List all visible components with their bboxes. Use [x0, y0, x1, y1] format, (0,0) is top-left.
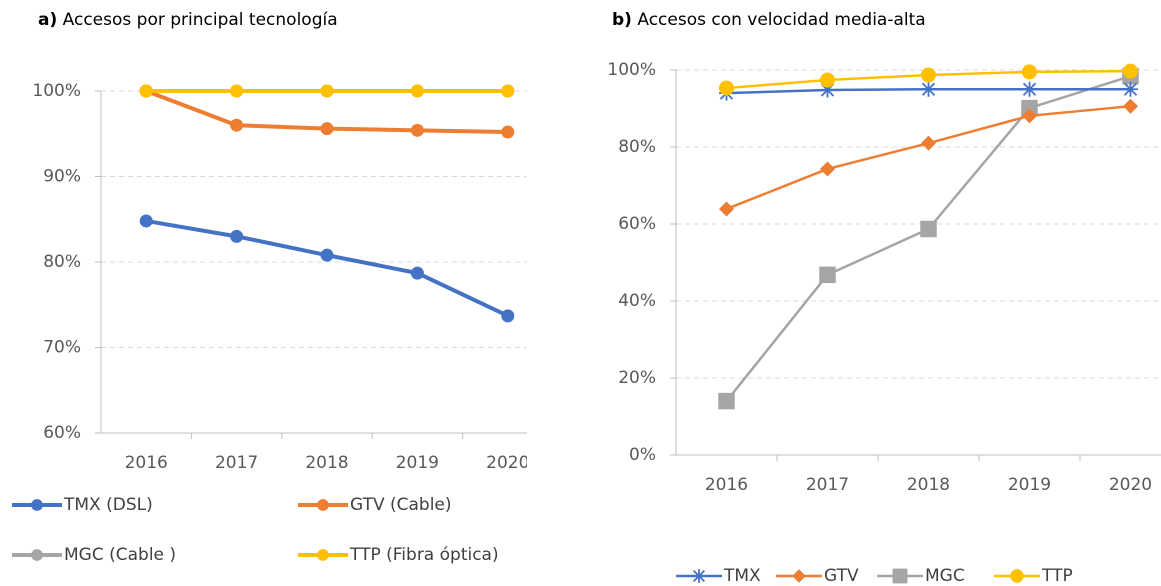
chart-title: a) Accesos por principal tecnología	[38, 10, 338, 30]
marker	[692, 569, 706, 583]
marker	[31, 549, 43, 561]
panel-label: b)	[612, 10, 632, 30]
x-tick-label: 2020	[1109, 475, 1152, 495]
y-tick-label: 80%	[618, 137, 656, 157]
legend-label: TTP	[1041, 566, 1073, 586]
series-line	[145, 218, 509, 318]
marker	[820, 161, 835, 177]
marker	[719, 80, 734, 96]
y-tick-label: 0%	[629, 445, 656, 465]
x-tick-label: 2016	[125, 453, 168, 473]
marker	[230, 118, 244, 132]
chart-title: b) Accesos con velocidad media-alta	[612, 10, 926, 30]
marker	[31, 499, 43, 511]
x-tick-label: 2019	[396, 453, 439, 473]
y-tick-label: 100%	[32, 81, 81, 101]
marker	[1123, 63, 1138, 79]
legend-label: TMX (DSL)	[63, 495, 153, 515]
marker	[920, 220, 937, 238]
legend-label: GTV (Cable)	[350, 495, 452, 515]
marker	[820, 82, 835, 98]
plot-b: 0% 20% 40% 60% 80% 100% 2016 2017 2018 2019 2020	[607, 60, 1161, 495]
y-tick-label: 100%	[607, 60, 656, 80]
marker	[501, 84, 515, 98]
marker	[139, 84, 153, 98]
y-tick-label: 90%	[43, 167, 81, 187]
marker	[921, 67, 936, 83]
title-text: Accesos con velocidad media-alta	[637, 10, 925, 30]
marker	[1022, 81, 1037, 97]
x-tick-label: 2019	[1008, 475, 1051, 495]
y-tick-label: 40%	[618, 291, 656, 311]
title-text: Accesos por principal tecnología	[63, 10, 338, 30]
panel-label: a)	[38, 10, 57, 30]
legend-b: MGC TMX GTV TTP	[676, 566, 1073, 586]
marker	[921, 81, 936, 97]
marker	[892, 568, 908, 584]
legend-a: MGC (Cable ) TMX (DSL) GTV (Cable) TTP (Fib…	[12, 495, 499, 565]
marker	[1123, 98, 1138, 114]
marker	[819, 266, 836, 284]
x-tick-label: 2017	[215, 453, 258, 473]
y-tick-label: 20%	[618, 368, 656, 388]
marker	[317, 549, 329, 561]
marker	[1022, 64, 1037, 80]
legend-label: TMX	[723, 566, 761, 586]
series-line	[726, 104, 1131, 211]
x-tick-label: 2018	[305, 453, 348, 473]
marker	[719, 201, 734, 217]
legend-label: GTV	[824, 566, 859, 586]
marker	[320, 248, 334, 262]
marker	[1010, 569, 1024, 583]
marker	[410, 84, 424, 98]
marker	[317, 499, 329, 511]
marker	[320, 84, 334, 98]
y-tick-label: 80%	[43, 252, 81, 272]
y-tick-label: 60%	[43, 423, 81, 443]
marker	[501, 125, 515, 139]
y-tick-label: 70%	[43, 338, 81, 358]
legend-label: MGC	[925, 566, 965, 586]
marker	[1021, 99, 1038, 117]
marker	[792, 569, 806, 583]
legend-label: MGC (Cable )	[64, 545, 176, 565]
marker	[139, 214, 153, 228]
marker	[501, 309, 515, 323]
marker	[410, 123, 424, 137]
marker	[921, 135, 936, 151]
marker	[230, 229, 244, 243]
x-tick-label: 2016	[705, 475, 748, 495]
marker	[230, 84, 244, 98]
marker	[410, 266, 424, 280]
x-tick-label: 2017	[806, 475, 849, 495]
x-tick-label: 2018	[907, 475, 950, 495]
marker	[820, 72, 835, 88]
y-tick-label: 60%	[618, 214, 656, 234]
legend-label: TTP (Fibra óptica)	[349, 545, 499, 565]
series-line	[725, 74, 1131, 402]
marker	[1022, 108, 1037, 124]
marker	[1123, 81, 1138, 97]
marker	[320, 122, 334, 136]
x-tick-label: 2020	[486, 453, 529, 473]
marker	[718, 392, 735, 410]
plot-a: 60% 70% 80% 90% 100% 2016 2017 2018 2019 2020	[32, 81, 529, 473]
